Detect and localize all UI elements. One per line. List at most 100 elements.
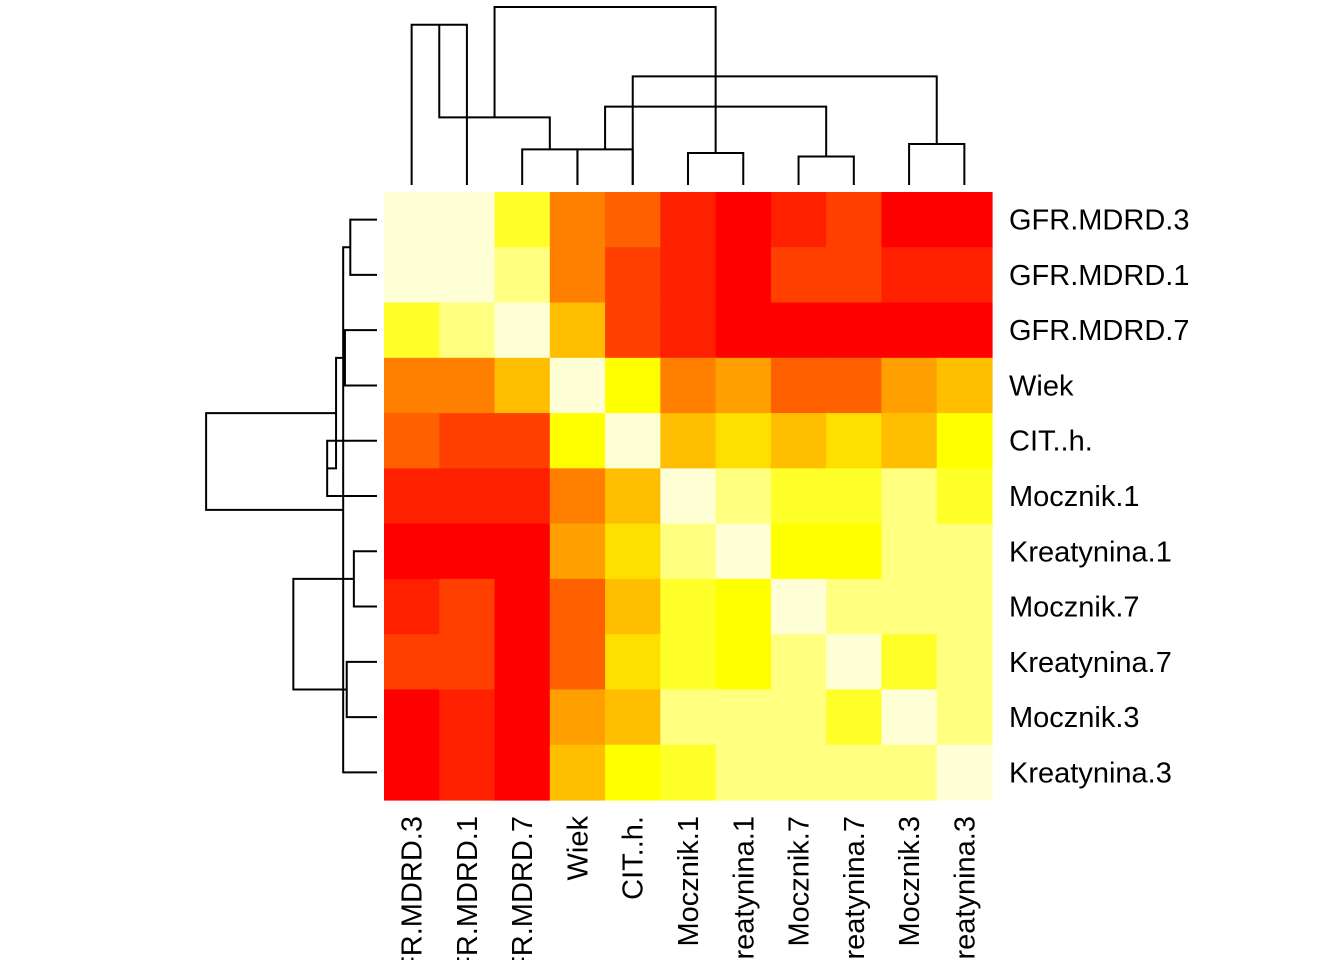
- heatmap-cell: [770, 357, 827, 414]
- column-label: Kreatynina.1: [728, 816, 760, 960]
- heatmap-cell: [660, 302, 717, 359]
- heatmap-cell: [936, 302, 993, 359]
- heatmap-cell: [384, 413, 440, 469]
- heatmap-cell: [605, 413, 661, 469]
- heatmap-cell: [494, 302, 551, 359]
- row-label: Mocznik.1: [1009, 481, 1140, 513]
- heatmap-cell: [715, 192, 772, 248]
- heatmap-cell: [936, 689, 993, 746]
- row-dendrogram-branch: [345, 660, 377, 719]
- heatmap-cell: [384, 578, 440, 635]
- column-label: Kreatynina.3: [949, 816, 981, 960]
- heatmap-cell: [660, 689, 717, 746]
- heatmap-cell: [439, 247, 496, 304]
- row-dendrogram-branch: [205, 412, 344, 511]
- heatmap-cell: [660, 192, 717, 248]
- heatmap-cell: [826, 634, 883, 691]
- heatmap-cell: [770, 744, 827, 801]
- heatmap-cell: [881, 192, 938, 248]
- heatmap-cell: [715, 744, 772, 801]
- heatmap-cell: [494, 468, 551, 525]
- heatmap-cell: [549, 689, 606, 746]
- heatmap-cell: [660, 468, 717, 525]
- row-dendrogram-branch: [349, 218, 377, 276]
- heatmap-cell: [770, 192, 827, 248]
- column-dendrogram-branch: [797, 155, 855, 185]
- heatmap-cell: [605, 192, 661, 248]
- heatmap-cell: [660, 578, 717, 635]
- column-dendrogram-branch: [493, 6, 717, 153]
- column-label: Mocznik.1: [673, 816, 705, 947]
- column-label: CIT..h.: [618, 816, 650, 900]
- heatmap-cell: [715, 357, 772, 414]
- heatmap-cell: [936, 413, 993, 469]
- row-dendrogram-branch: [342, 246, 377, 774]
- heatmap-cell: [826, 302, 883, 359]
- heatmap-cell: [549, 523, 606, 580]
- heatmap-cell: [770, 413, 827, 469]
- column-label: GFR.MDRD.3: [397, 816, 429, 960]
- row-label: Kreatynina.1: [1009, 536, 1172, 568]
- heatmap-cell: [826, 744, 883, 801]
- heatmap-cell: [384, 357, 440, 414]
- heatmap-cell: [826, 523, 883, 580]
- heatmap-cell: [936, 744, 993, 801]
- heatmap-cell: [826, 357, 883, 414]
- heatmap-cell: [715, 468, 772, 525]
- column-label: GFR.MDRD.1: [452, 816, 484, 960]
- heatmap-cell: [826, 192, 883, 248]
- heatmap-cell: [605, 578, 661, 635]
- heatmap-cell: [439, 578, 496, 635]
- heatmap-cell: [494, 634, 551, 691]
- heatmap-cell: [549, 634, 606, 691]
- heatmap-cell: [881, 247, 938, 304]
- heatmap-cell: [439, 302, 496, 359]
- heatmap-cell: [605, 689, 661, 746]
- heatmap-cell: [881, 413, 938, 469]
- heatmap-cell: [770, 468, 827, 525]
- heatmap-cell: [384, 689, 440, 746]
- row-label: Kreatynina.3: [1009, 757, 1172, 789]
- heatmap-cell: [936, 578, 993, 635]
- heatmap-cell: [439, 744, 496, 801]
- heatmap-cell: [936, 634, 993, 691]
- heatmap-cell: [494, 357, 551, 414]
- heatmap-cell: [881, 523, 938, 580]
- heatmap-cell: [770, 634, 827, 691]
- heatmap-cell: [936, 468, 993, 525]
- heatmap-cell: [660, 247, 717, 304]
- row-dendrogram-branch: [343, 329, 377, 387]
- heatmap-cell: [715, 413, 772, 469]
- heatmap-cell: [439, 689, 496, 746]
- heatmap-cell: [660, 357, 717, 414]
- heatmap-cell: [770, 578, 827, 635]
- heatmap-cell: [384, 468, 440, 525]
- row-dendrogram: [205, 218, 377, 774]
- heatmap-cell: [826, 247, 883, 304]
- heatmap-cell: [494, 192, 551, 248]
- row-label: Mocznik.7: [1009, 592, 1140, 624]
- heatmap-cell: [826, 689, 883, 746]
- heatmap-cell: [881, 468, 938, 525]
- heatmap-cell: [660, 634, 717, 691]
- heatmap-cell: [494, 578, 551, 635]
- row-labels: GFR.MDRD.3 GFR.MDRD.1 GFR.MDRD.7 Wiek CIT..h…: [1009, 205, 1189, 790]
- heatmap-cell: [881, 357, 938, 414]
- heatmap-cell: [715, 689, 772, 746]
- heatmap-cell: [881, 744, 938, 801]
- column-dendrogram: [410, 6, 966, 185]
- heatmap-cell: [936, 247, 993, 304]
- column-dendrogram-branch: [631, 75, 938, 185]
- heatmap-cell: [936, 523, 993, 580]
- heatmap-cell: [549, 302, 606, 359]
- column-labels: GFR.MDRD.3 GFR.MDRD.1 GFR.MDRD.7 Wiek CIT..h…: [397, 816, 982, 960]
- heatmap-cell: [660, 523, 717, 580]
- row-dendrogram-branch: [292, 577, 354, 691]
- row-label: Kreatynina.7: [1009, 647, 1172, 679]
- heatmap-cell: [715, 302, 772, 359]
- heatmap-cell: [881, 634, 938, 691]
- row-label: GFR.MDRD.7: [1009, 315, 1189, 347]
- column-dendrogram-branch: [908, 143, 966, 185]
- heatmap-cell: [605, 357, 661, 414]
